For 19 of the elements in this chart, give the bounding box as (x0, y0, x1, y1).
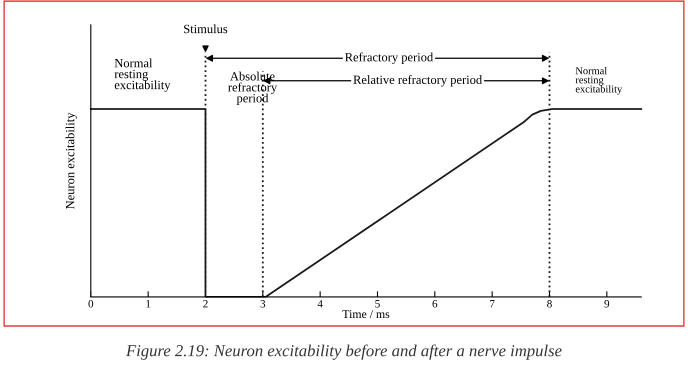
y-axis-title: Neuron excitability (66, 112, 77, 210)
x-tick-label: 1 (146, 300, 150, 308)
text: Absolute refractory period (228, 72, 278, 105)
text: Normal resting excitability (114, 58, 170, 92)
x-tick-label: 9 (604, 300, 610, 308)
text: Relative refractory period (353, 75, 482, 87)
x-tick-label: 8 (547, 300, 552, 308)
x-tick-label: 0 (88, 300, 94, 308)
text: Normal resting excitability (576, 66, 622, 95)
text: Refractory period (345, 52, 434, 64)
x-axis-title: Time / ms (342, 310, 390, 318)
x-tick-label: 5 (375, 300, 380, 308)
x-tick-label: 7 (490, 300, 495, 308)
caption: Figure 2.19: Neuron excitability before and after a nerve impulse (126, 344, 562, 360)
x-tick-label: 2 (203, 300, 208, 308)
x-tick-label: 3 (260, 300, 266, 308)
x-tick-label: 6 (432, 300, 438, 308)
text: Stimulus (184, 24, 228, 34)
x-tick-label: 4 (318, 300, 323, 308)
